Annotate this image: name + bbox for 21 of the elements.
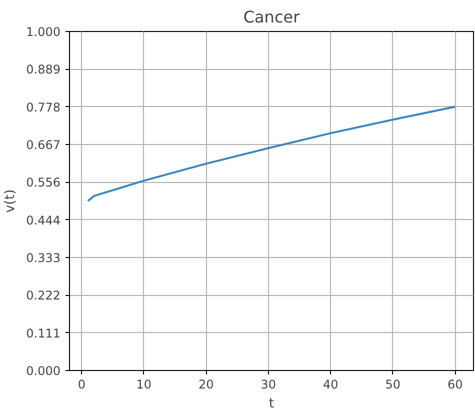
x-tick-label: 50 [385, 378, 401, 392]
x-tick-label: 10 [136, 378, 152, 392]
x-tick-label: 60 [448, 378, 463, 392]
y-tick-label: 0.111 [26, 326, 61, 340]
x-tick-label: 30 [260, 378, 276, 392]
y-tick-label: 0.333 [26, 251, 61, 266]
x-tick-label: 20 [198, 378, 214, 392]
chart-title: Cancer [243, 8, 300, 26]
y-tick-label: 0.667 [26, 138, 61, 152]
x-axis-title: t [268, 396, 274, 412]
y-axis-title: v(t) [3, 189, 18, 213]
line-series [86, 106, 456, 202]
y-tick-label: 0.556 [26, 176, 61, 190]
y-tick-label: 0.444 [26, 213, 61, 228]
x-tick-label: 0 [78, 378, 86, 392]
y-tick-label: 0.222 [26, 288, 61, 303]
y-tick-label: 0.000 [26, 364, 61, 378]
x-tick-label: 40 [323, 378, 338, 392]
y-tick-label: 1.000 [26, 25, 61, 39]
y-tick-label: 0.889 [26, 62, 61, 77]
y-tick-label: 0.778 [26, 100, 61, 114]
